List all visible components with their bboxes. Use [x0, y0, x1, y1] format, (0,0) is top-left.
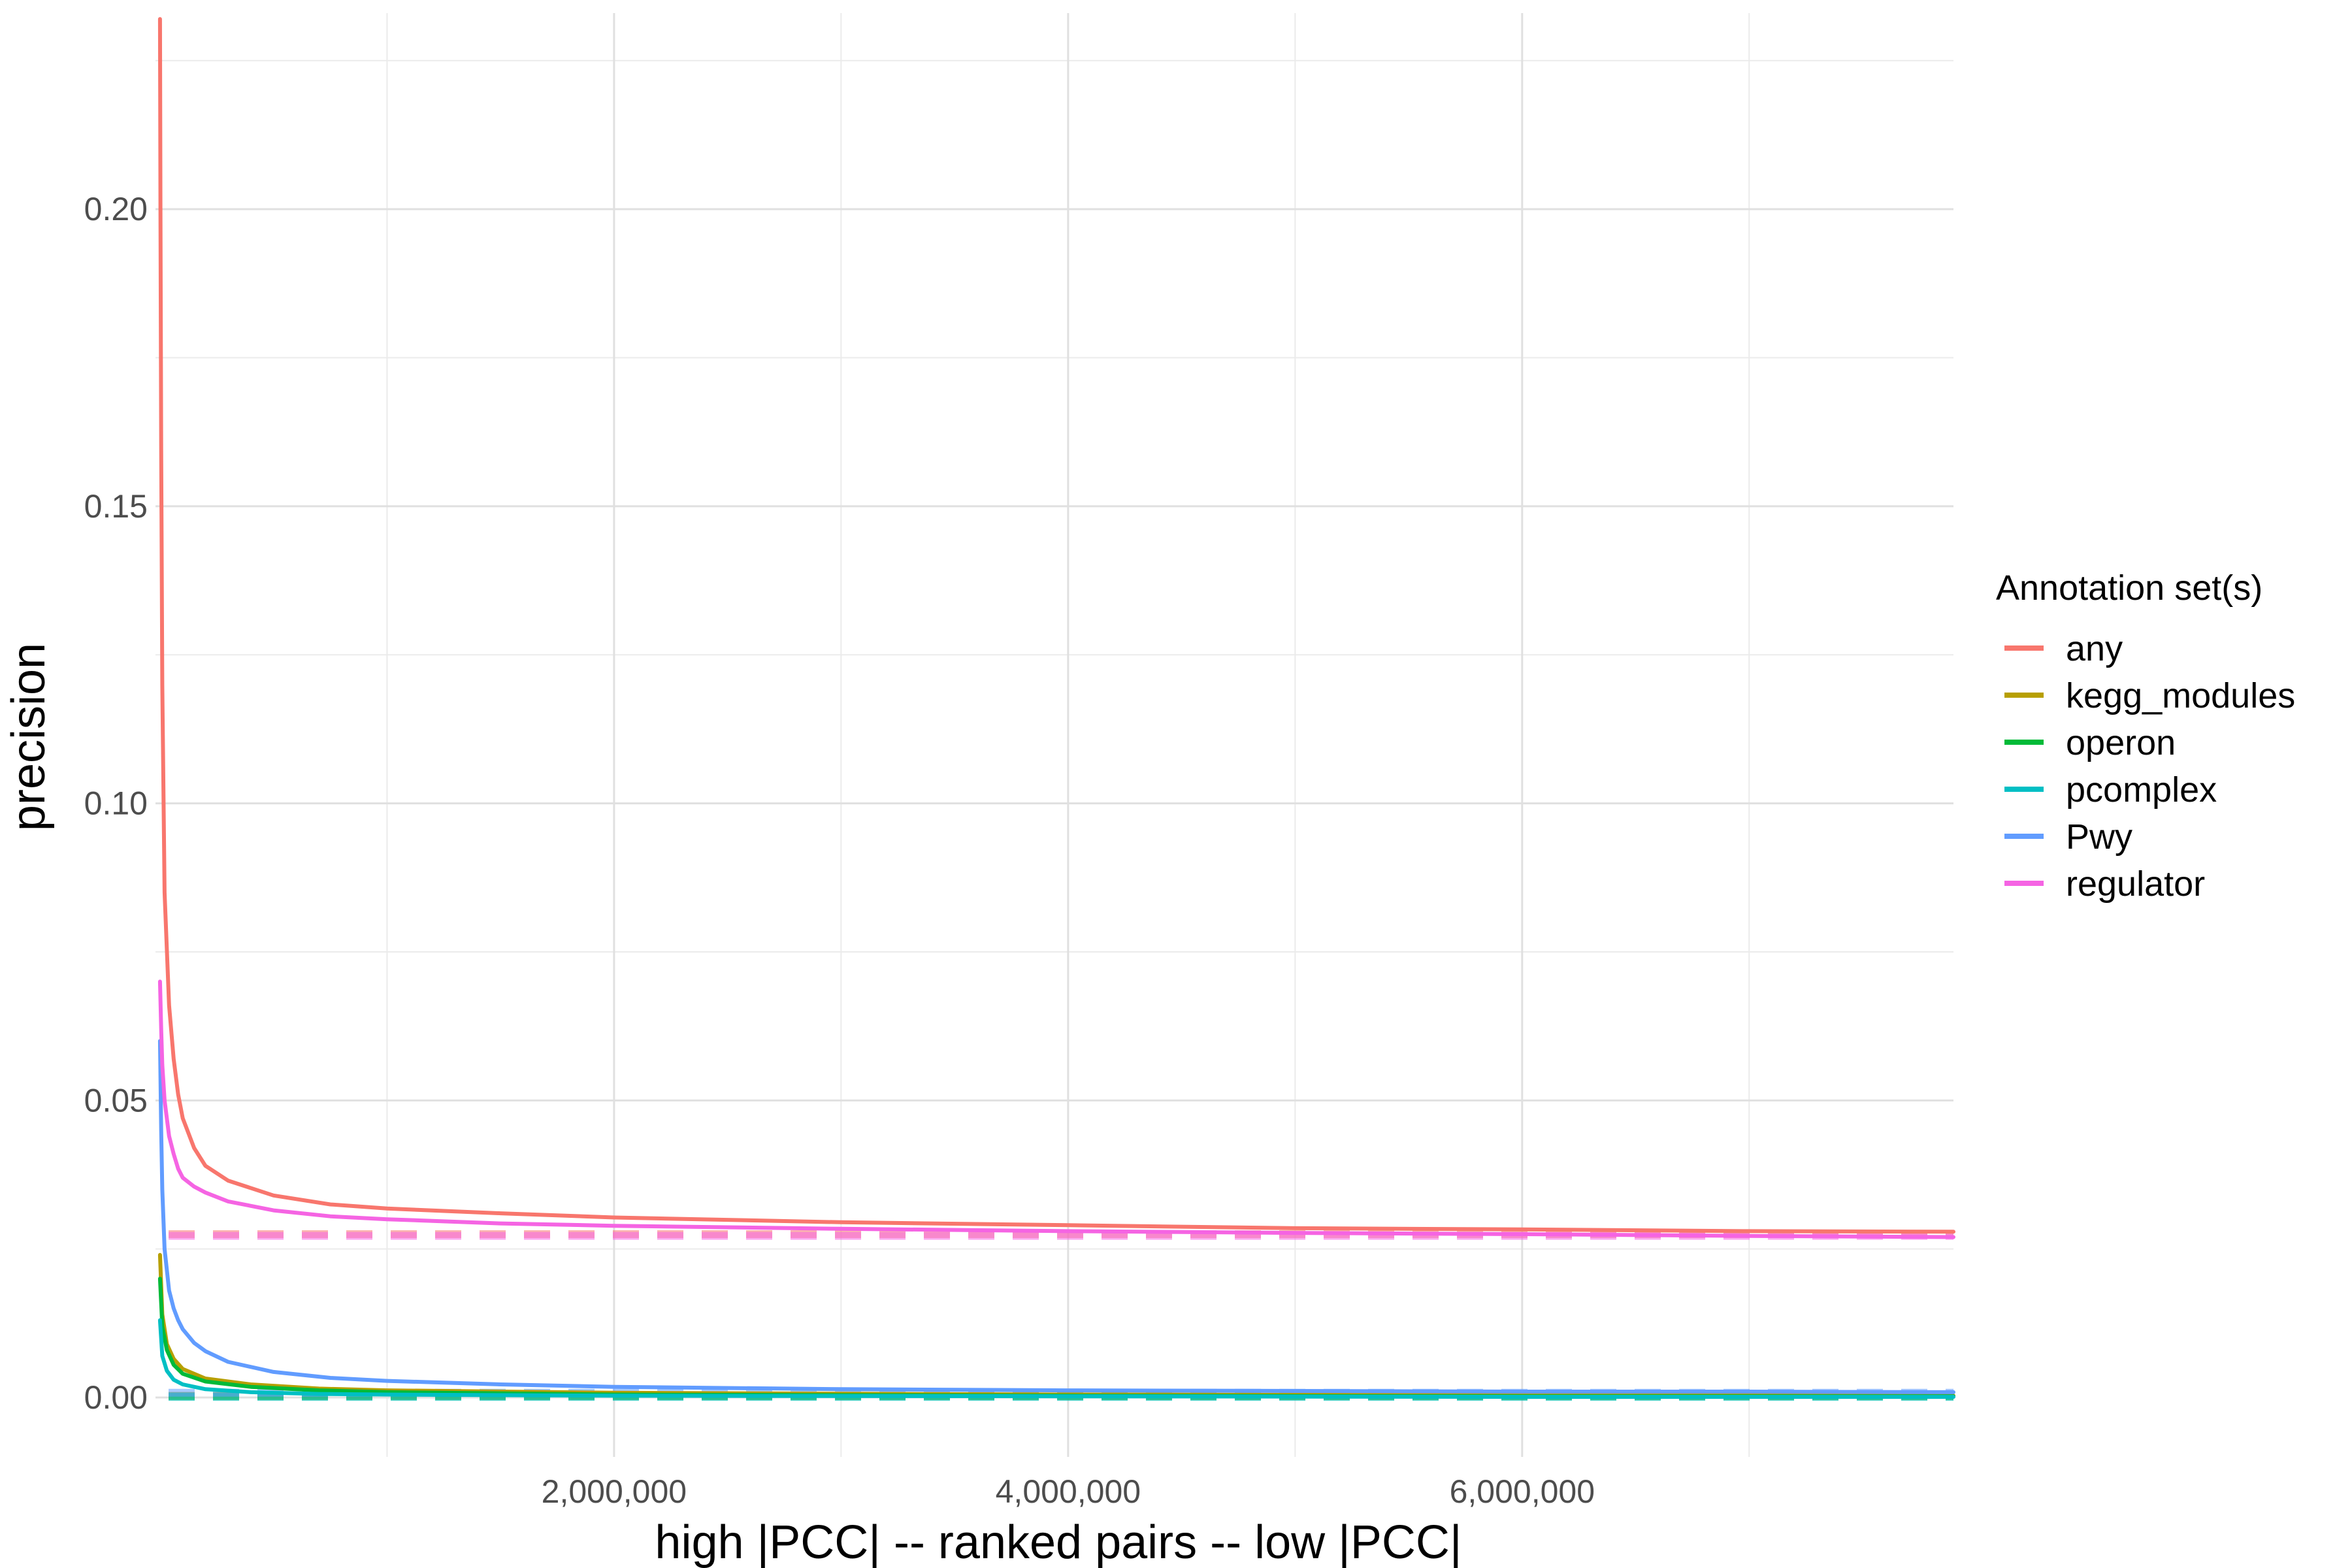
- y-tick-label: 0.00: [84, 1379, 148, 1416]
- x-axis-ticks: 2,000,000 4,000,000 6,000,000: [542, 1473, 1595, 1510]
- series-lines: [157, 17, 1955, 1399]
- series-line-regulator: [157, 979, 1955, 1239]
- series-line-operon: [157, 1277, 1955, 1399]
- y-tick-label: 0.10: [84, 785, 148, 822]
- y-tick-label: 0.15: [84, 488, 148, 525]
- series-line-Pwy: [157, 1039, 1955, 1394]
- legend-title: Annotation set(s): [1996, 568, 2262, 608]
- x-tick-label: 2,000,000: [542, 1473, 687, 1510]
- y-axis-title: precision: [3, 643, 55, 831]
- legend-label-Pwy: Pwy: [2066, 817, 2132, 857]
- grid-lines: [155, 13, 1953, 1457]
- legend-label-any: any: [2066, 629, 2123, 668]
- x-tick-label: 6,000,000: [1450, 1473, 1595, 1510]
- legend-label-regulator: regulator: [2066, 864, 2205, 904]
- y-tick-label: 0.20: [84, 191, 148, 227]
- legend-label-operon: operon: [2066, 723, 2176, 762]
- x-tick-label: 4,000,000: [996, 1473, 1141, 1510]
- y-tick-label: 0.05: [84, 1082, 148, 1119]
- series-line-pcomplex: [157, 1318, 1955, 1399]
- y-axis-ticks: 0.00 0.05 0.10 0.15 0.20: [84, 191, 148, 1416]
- x-axis-title: high |PCC| -- ranked pairs -- low |PCC|: [655, 1516, 1462, 1568]
- series-line-any: [157, 17, 1955, 1234]
- baseline-dashed-lines: [169, 1230, 1953, 1401]
- legend-label-kegg_modules: kegg_modules: [2066, 676, 2295, 715]
- series-line-kegg_modules: [157, 1252, 1955, 1398]
- legend-label-pcomplex: pcomplex: [2066, 770, 2217, 809]
